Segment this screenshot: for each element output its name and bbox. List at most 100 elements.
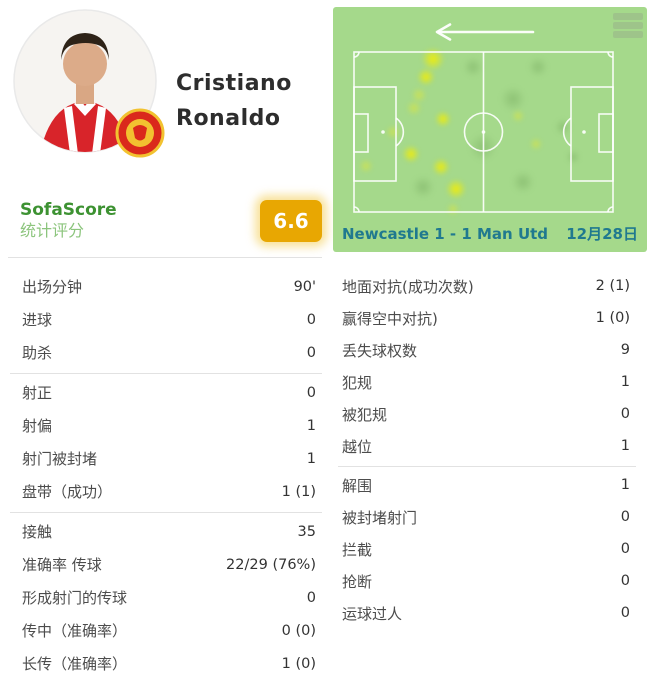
stat-value: 1: [306, 450, 316, 467]
stat-label: 助杀: [22, 344, 53, 362]
heat-blob: [507, 166, 539, 198]
stat-value: 0: [620, 509, 630, 525]
rating-texts: SofaScore 统计评分: [20, 200, 117, 242]
stat-value: 0: [620, 573, 630, 589]
stat-row: 拦截 0: [338, 533, 636, 565]
heat-blob: [495, 81, 531, 117]
heat-blob: [524, 53, 552, 81]
stat-row: 出场分钟 90': [10, 270, 322, 303]
stat-value: 0: [306, 589, 316, 606]
stat-value: 1 (0): [595, 310, 630, 326]
stat-label: 接触: [22, 523, 53, 541]
stat-value: 1: [620, 374, 630, 390]
stat-label: 盘带（成功）: [22, 483, 113, 501]
player-name: Cristiano Ronaldo: [176, 66, 292, 136]
stat-group: 接触 35 准确率 传球 22/29 (76%) 形成射门的传球 0 传中（准确率） 0 (0…: [10, 513, 322, 684]
stat-row: 赢得空中对抗) 1 (0): [338, 302, 636, 334]
stat-value: 1: [620, 438, 630, 454]
stat-row: 形成射门的传球 0: [10, 581, 322, 614]
stat-row: 进球 0: [10, 303, 322, 336]
rating-label: 统计评分: [20, 221, 85, 241]
heat-blob: [444, 200, 462, 218]
stat-label: 犯规: [342, 373, 373, 392]
stat-row: 被犯规 0: [338, 398, 636, 430]
stat-row: 接触 35: [10, 515, 322, 548]
player-name-line2: Ronaldo: [176, 106, 281, 132]
club-crest: [115, 108, 165, 158]
stat-value: 2 (1): [595, 278, 630, 294]
stat-row: 运球过人 0: [338, 597, 636, 629]
heat-blob: [459, 53, 487, 81]
stat-row: 抢断 0: [338, 565, 636, 597]
stat-value: 35: [297, 523, 316, 540]
heat-blob: [442, 175, 470, 203]
stat-value: 0: [620, 605, 630, 621]
heat-blob: [563, 147, 583, 167]
stat-value: 0: [306, 311, 316, 328]
stat-row: 射门被封堵 1: [10, 442, 322, 475]
divider: [8, 257, 322, 258]
heat-blob: [403, 97, 425, 119]
heat-blob: [527, 135, 545, 153]
heat-blob: [383, 122, 403, 142]
player-avatar: [12, 8, 165, 158]
watermark: [613, 11, 643, 45]
stat-label: 射门被封堵: [22, 450, 98, 468]
stat-row: 长传（准确率） 1 (0): [10, 647, 322, 680]
heatmap-caption: Newcastle 1 - 1 Man Utd 12月28日: [342, 223, 638, 244]
stat-label: 丢失球权数: [342, 341, 418, 360]
rating-badge: 6.6: [260, 200, 322, 242]
stat-row: 准确率 传球 22/29 (76%): [10, 548, 322, 581]
stat-value: 1 (1): [281, 483, 316, 500]
stat-value: 0: [306, 384, 316, 401]
stat-value: 90': [293, 278, 316, 295]
stat-value: 1: [620, 477, 630, 493]
stat-label: 赢得空中对抗): [342, 309, 438, 328]
heat-blob: [356, 156, 376, 176]
stat-label: 形成射门的传球: [22, 589, 128, 607]
pitch-lines: [353, 23, 614, 213]
heatmap-blobs: [333, 7, 647, 252]
heat-blob: [509, 107, 527, 125]
stat-value: 22/29 (76%): [226, 556, 316, 573]
heat-blob: [399, 142, 423, 166]
stat-label: 越位: [342, 437, 373, 456]
stat-label: 射正: [22, 384, 53, 402]
stat-row: 传中（准确率） 0 (0): [10, 614, 322, 647]
stat-value: 1: [306, 417, 316, 434]
stat-group: 解围 1 被封堵射门 0 拦截 0 抢断 0 运球过人 0: [338, 467, 636, 633]
stat-label: 准确率 传球: [22, 556, 102, 574]
stat-row: 地面对抗(成功次数) 2 (1): [338, 270, 636, 302]
stat-value: 0: [306, 344, 316, 361]
heat-blob: [429, 155, 453, 179]
stats-left-column: 出场分钟 90' 进球 0 助杀 0 射正 0 射偏 1 射门被封堵 1 盘带（成功） 1 (1) 接触 35…: [10, 268, 322, 684]
stat-row: 被封堵射门 0: [338, 501, 636, 533]
stat-label: 射偏: [22, 417, 53, 435]
stat-group: 射正 0 射偏 1 射门被封堵 1 盘带（成功） 1 (1): [10, 374, 322, 513]
stat-label: 被犯规: [342, 405, 388, 424]
heatmap-card: Newcastle 1 - 1 Man Utd 12月28日: [333, 7, 647, 252]
stat-label: 出场分钟: [22, 278, 83, 296]
stat-label: 地面对抗(成功次数): [342, 277, 474, 296]
stat-row: 犯规 1: [338, 366, 636, 398]
stat-row: 助杀 0: [10, 336, 322, 369]
player-photo-placeholder: [13, 9, 157, 153]
stat-group: 地面对抗(成功次数) 2 (1) 赢得空中对抗) 1 (0) 丢失球权数 9 犯规 1 被犯规 0…: [338, 268, 636, 467]
player-name-line1: Cristiano: [176, 71, 292, 96]
stat-label: 传中（准确率）: [22, 622, 128, 640]
stat-label: 抢断: [342, 572, 373, 591]
stat-row: 射正 0: [10, 376, 322, 409]
heat-blob: [432, 108, 454, 130]
rating-row: SofaScore 统计评分 6.6: [20, 197, 322, 245]
stat-group: 出场分钟 90' 进球 0 助杀 0: [10, 268, 322, 374]
stat-row: 丢失球权数 9: [338, 334, 636, 366]
stat-value: 0 (0): [281, 622, 316, 639]
stats-right-column: 地面对抗(成功次数) 2 (1) 赢得空中对抗) 1 (0) 丢失球权数 9 犯规 1 被犯规 0…: [338, 268, 636, 633]
stat-value: 1 (0): [281, 655, 316, 672]
stat-label: 长传（准确率）: [22, 655, 128, 673]
sofascore-brand: SofaScore: [20, 199, 117, 220]
stat-label: 被封堵射门: [342, 508, 418, 527]
match-date: 12月28日: [566, 225, 638, 243]
stat-label: 进球: [22, 311, 53, 329]
